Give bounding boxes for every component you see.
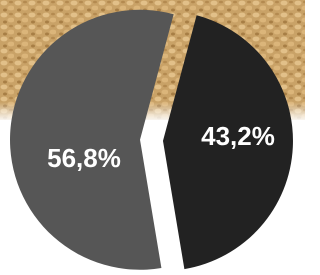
value-label: 43,2% xyxy=(201,121,275,151)
chart: 56,8% 43,2% xyxy=(0,0,305,275)
value-label: 56,8% xyxy=(47,143,121,173)
page: {"chart_data": {"type": "pie", "categori… xyxy=(0,0,320,275)
